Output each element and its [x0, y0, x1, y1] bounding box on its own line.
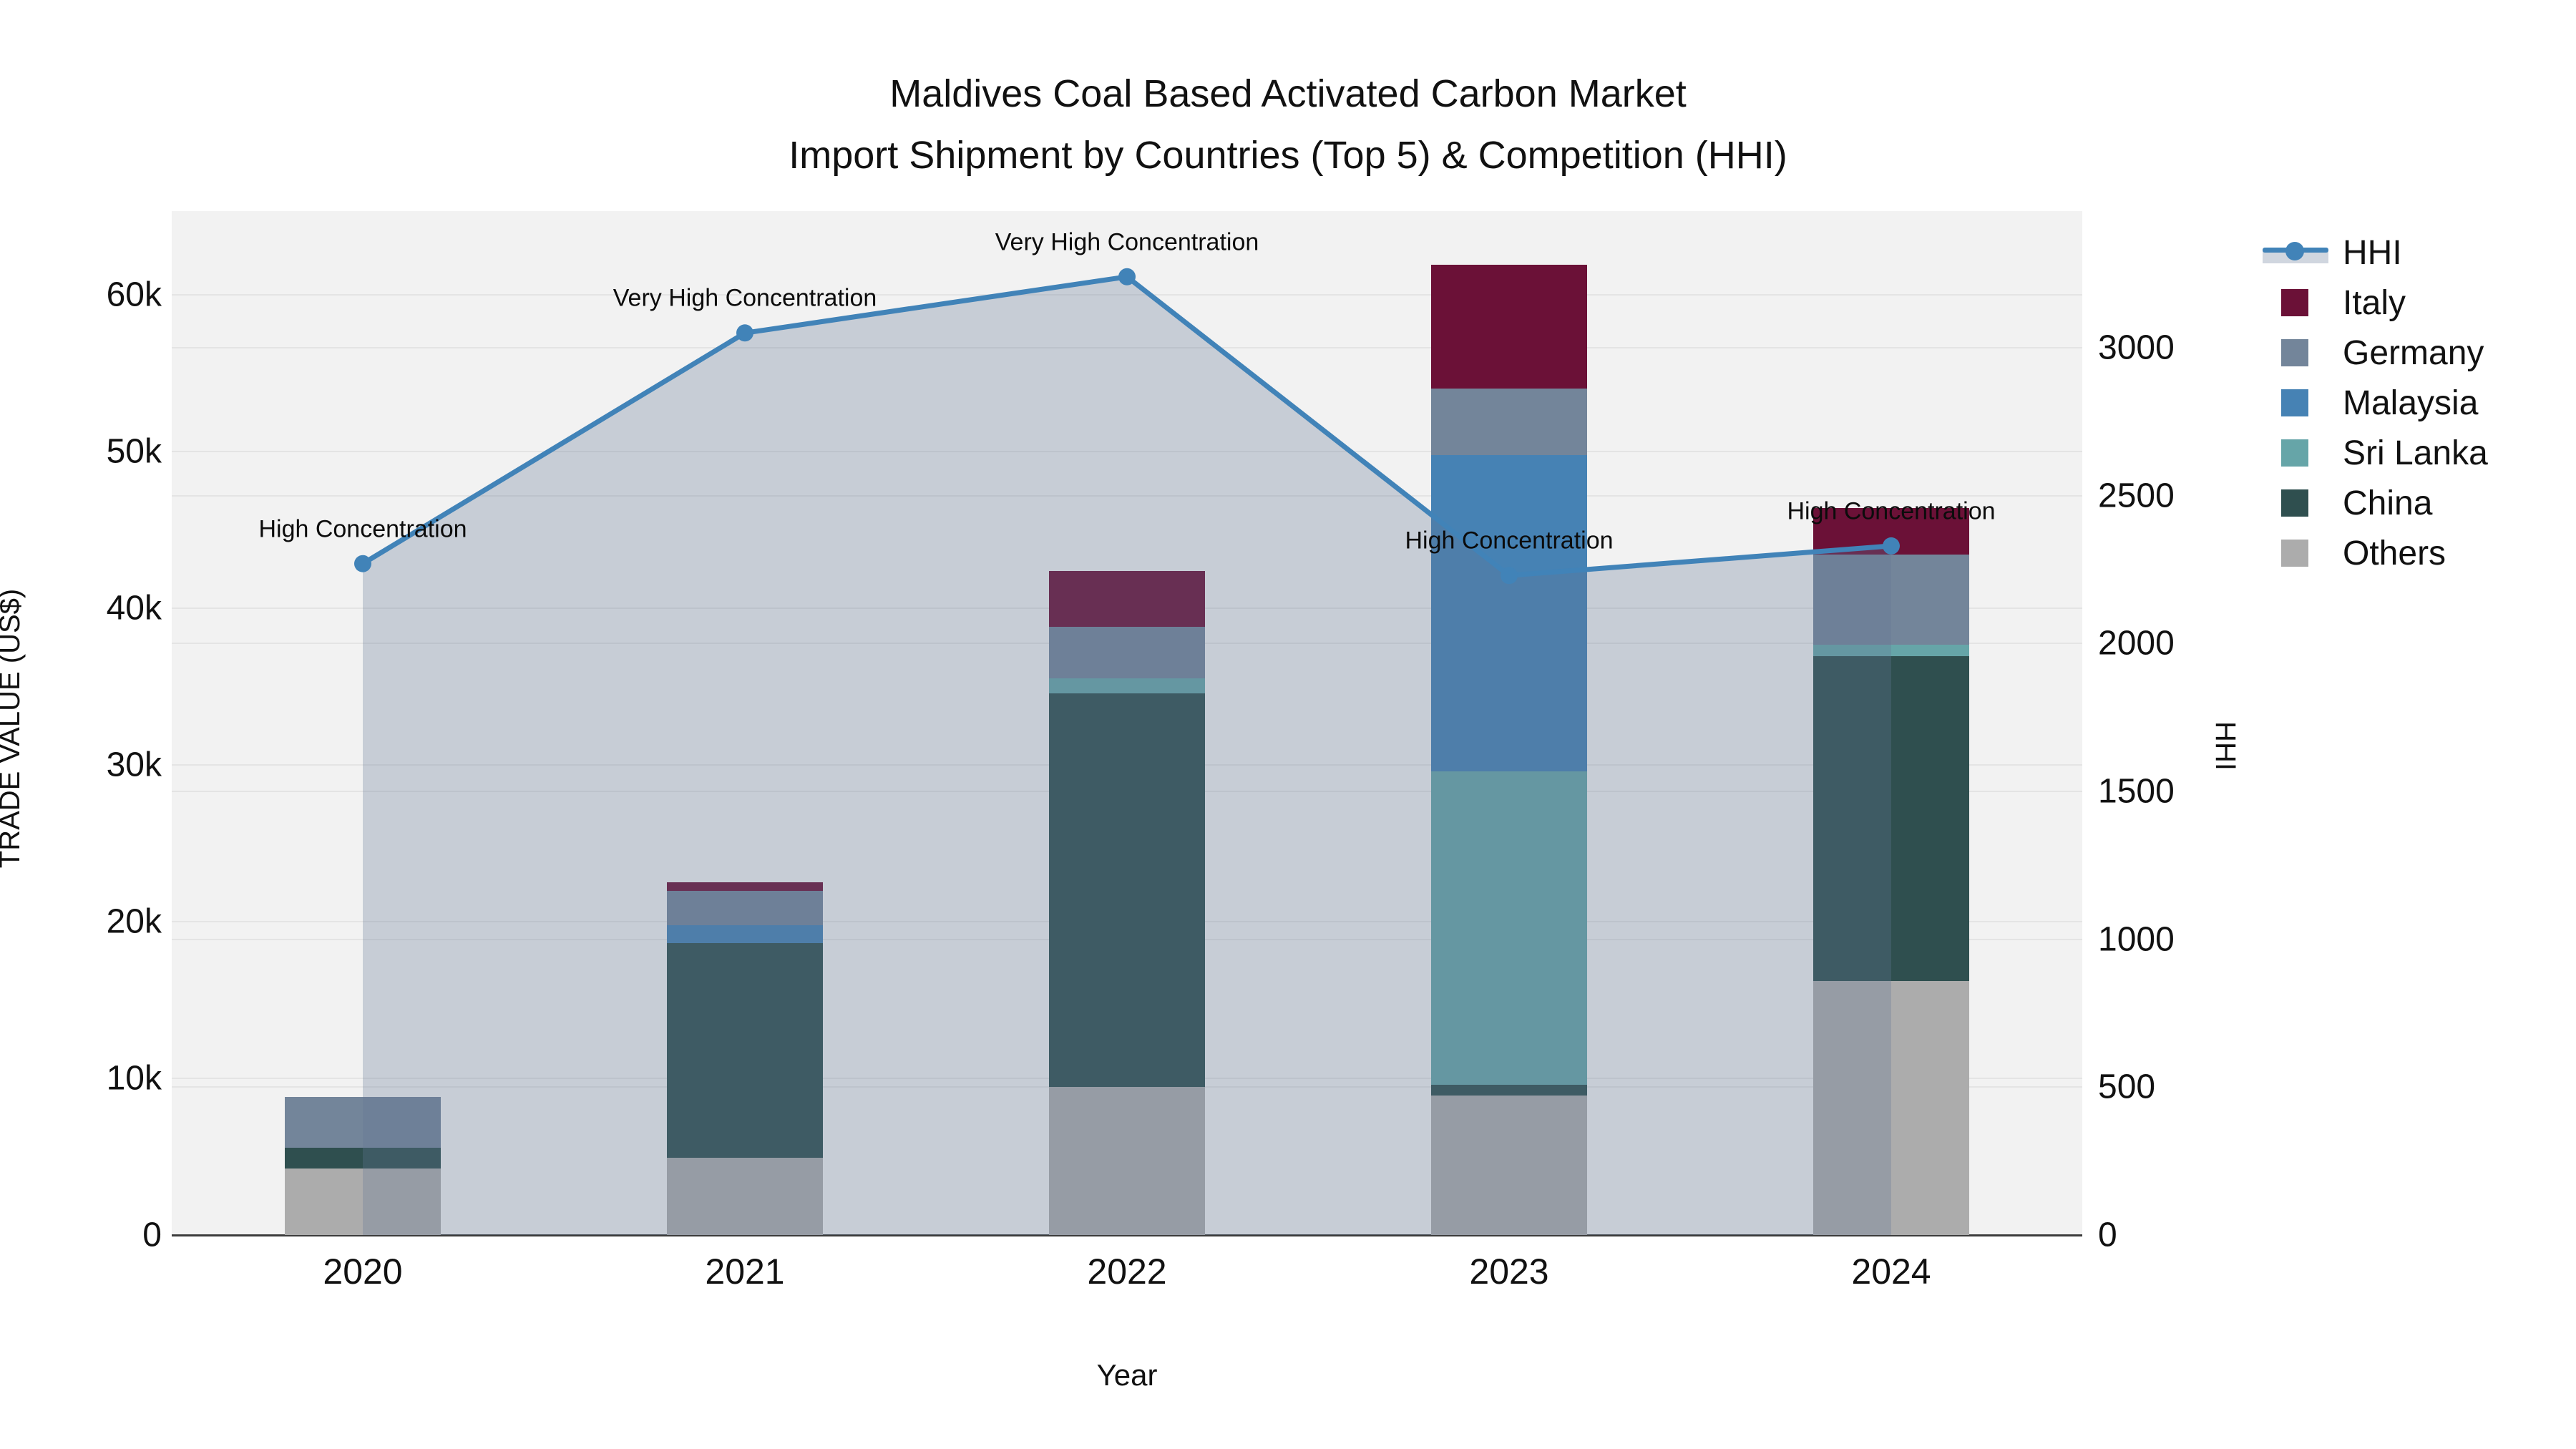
x-tick-label-2022: 2022 — [1087, 1252, 1167, 1292]
gridline — [172, 346, 2082, 348]
legend-item-china[interactable]: China — [2263, 478, 2488, 528]
x-axis-line — [172, 1234, 2082, 1236]
y-right-tick-label: 500 — [2098, 1068, 2156, 1106]
gridline — [172, 450, 2082, 452]
y-left-tick-label: 10k — [106, 1059, 162, 1098]
color-swatch-icon — [2263, 389, 2333, 416]
legend-label: Malaysia — [2343, 384, 2479, 422]
chart-title: Maldives Coal Based Activated Carbon Mar… — [0, 63, 2576, 186]
bar-segment-germany-2024 — [1813, 555, 1969, 645]
y-left-tick-label: 40k — [106, 589, 162, 628]
bar-segment-malaysia-2023 — [1431, 455, 1587, 771]
y-left-tick-label: 50k — [106, 432, 162, 471]
color-swatch-icon — [2263, 489, 2333, 517]
chart-title-line1: Maldives Coal Based Activated Carbon Mar… — [889, 72, 1687, 115]
bar-segment-sri-lanka-2023 — [1431, 771, 1587, 1085]
hhi-line-chart — [354, 268, 1900, 1235]
legend-label: Italy — [2343, 283, 2406, 322]
legend-item-malaysia[interactable]: Malaysia — [2263, 378, 2488, 428]
bar-segment-others-2024 — [1813, 980, 1969, 1235]
bar-segment-germany-2022 — [1049, 626, 1205, 678]
gridline — [172, 494, 2082, 497]
y-axis-left-title: TRADE VALUE (US$) — [0, 588, 26, 869]
y-axis-right-title: HHI — [2209, 721, 2241, 771]
color-swatch-icon — [2263, 289, 2333, 316]
legend-label: Sri Lanka — [2343, 434, 2488, 472]
y-right-tick-label: 0 — [2098, 1216, 2117, 1254]
legend-label: China — [2343, 484, 2433, 522]
bar-segment-china-2022 — [1049, 693, 1205, 1088]
hhi-marker — [1883, 537, 1900, 555]
legend-label: Germany — [2343, 333, 2484, 372]
y-left-tick-label: 30k — [106, 746, 162, 784]
gridline — [172, 293, 2082, 296]
bar-segment-italy-2021 — [667, 882, 823, 892]
x-tick-label-2023: 2023 — [1469, 1252, 1549, 1292]
annotation-2020: High Concentration — [258, 515, 467, 543]
bar-segment-germany-2023 — [1431, 389, 1587, 456]
y-left-tick-label: 0 — [142, 1216, 162, 1254]
y-left-tick-label: 60k — [106, 275, 162, 314]
color-swatch-icon — [2263, 439, 2333, 467]
plot-area: High Concentration Very High Concentratio… — [172, 211, 2082, 1236]
hhi-marker — [1501, 567, 1518, 585]
y-right-tick-label: 1500 — [2098, 772, 2175, 811]
y-left-tick-label: 20k — [106, 902, 162, 941]
bar-segment-germany-2020 — [285, 1096, 441, 1148]
color-swatch-icon — [2263, 540, 2333, 567]
bar-segment-china-2024 — [1813, 655, 1969, 981]
bar-segment-italy-2023 — [1431, 265, 1587, 389]
annotation-2021: Very High Concentration — [613, 284, 877, 312]
legend-item-others[interactable]: Others — [2263, 528, 2488, 578]
bar-segment-malaysia-2021 — [667, 925, 823, 943]
hhi-line-icon — [2263, 242, 2333, 263]
bar-segment-sri-lanka-2022 — [1049, 678, 1205, 694]
bar-segment-others-2021 — [667, 1157, 823, 1235]
annotation-2024: High Concentration — [1787, 497, 1996, 525]
chart-title-line2: Import Shipment by Countries (Top 5) & C… — [789, 134, 1787, 177]
bar-segment-italy-2022 — [1049, 571, 1205, 627]
legend-item-hhi[interactable]: HHI — [2263, 228, 2488, 278]
bar-segment-others-2020 — [285, 1169, 441, 1235]
legend-label: Others — [2343, 534, 2446, 572]
y-right-tick-label: 2000 — [2098, 624, 2175, 663]
y-right-tick-label: 2500 — [2098, 477, 2175, 515]
bar-segment-others-2022 — [1049, 1087, 1205, 1235]
legend-item-sri-lanka[interactable]: Sri Lanka — [2263, 428, 2488, 478]
x-tick-label-2021: 2021 — [705, 1252, 785, 1292]
annotation-2023: High Concentration — [1405, 527, 1614, 555]
x-tick-label-2020: 2020 — [323, 1252, 403, 1292]
bar-segment-sri-lanka-2024 — [1813, 644, 1969, 656]
bar-segment-china-2020 — [285, 1148, 441, 1169]
y-right-tick-label: 1000 — [2098, 920, 2175, 959]
legend-item-italy[interactable]: Italy — [2263, 278, 2488, 328]
legend: HHI Italy Germany Malaysia Sri Lanka China Oth… — [2263, 228, 2488, 578]
hhi-marker — [354, 555, 371, 572]
hhi-area-fill — [363, 276, 1891, 1235]
hhi-marker — [1118, 268, 1136, 286]
hhi-marker — [736, 324, 753, 342]
y-right-tick-label: 3000 — [2098, 328, 2175, 367]
bar-segment-others-2023 — [1431, 1096, 1587, 1235]
annotation-2022: Very High Concentration — [995, 228, 1259, 256]
x-axis-title: Year — [1096, 1358, 1158, 1392]
x-tick-label-2024: 2024 — [1851, 1252, 1931, 1292]
bar-segment-china-2021 — [667, 942, 823, 1158]
bar-segment-china-2023 — [1431, 1085, 1587, 1096]
bar-segment-germany-2021 — [667, 891, 823, 926]
legend-item-germany[interactable]: Germany — [2263, 328, 2488, 378]
color-swatch-icon — [2263, 339, 2333, 366]
legend-label: HHI — [2343, 233, 2402, 272]
